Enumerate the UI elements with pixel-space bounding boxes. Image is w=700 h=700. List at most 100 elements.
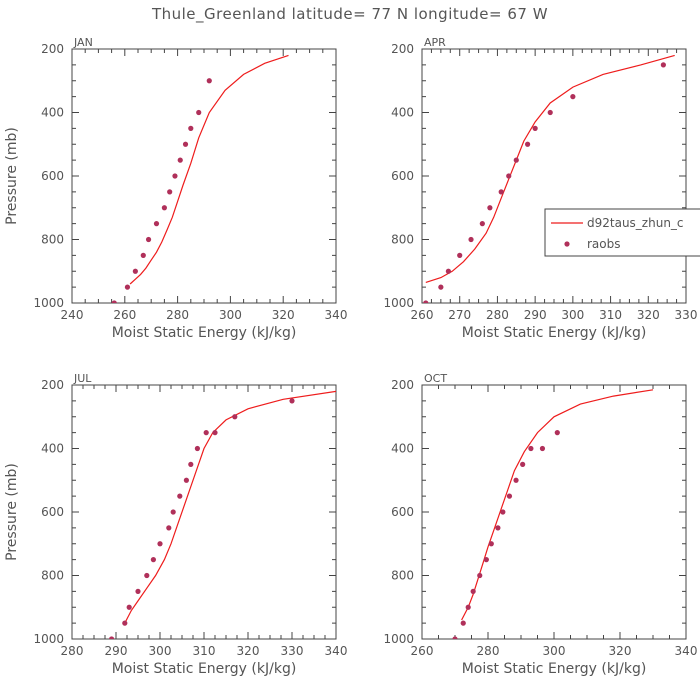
raob-point [206,78,212,84]
raob-point [182,141,189,147]
panel-title: OCT [424,372,447,385]
y-tick-label: 600 [391,505,414,519]
raob-point [513,157,519,163]
raob-point [232,414,238,420]
legend-raobs-swatch [564,241,570,247]
raob-point [203,430,209,436]
x-tick-label: 280 [166,308,189,322]
raob-point [498,189,504,195]
raob-point [483,557,489,563]
panel-jan: JAN 240 260 280 300 320 340 200 400 600 800 1000 Moi… [4,36,347,341]
raob-point [144,572,150,579]
x-tick-label: 280 [477,644,500,658]
x-tick-label: 340 [675,644,698,658]
raob-point [470,588,476,594]
x-tick-label: 320 [272,308,295,322]
raob-point [145,236,152,243]
raob-point [153,221,160,227]
figure-title: Thule_Greenland latitude= 77 N longitude… [151,5,548,24]
panel-title: JAN [73,36,93,49]
data-layer [452,389,654,639]
model-line [425,54,675,283]
raob-point [289,398,295,404]
raob-point [495,525,501,531]
raob-point [196,109,202,116]
x-tick-label: 340 [325,644,348,658]
raob-point [157,541,163,547]
raob-point [554,430,560,436]
x-tick-label: 320 [237,644,260,658]
y-tick-label: 600 [391,169,414,183]
y-tick-label: 400 [391,442,414,456]
x-axis-label: Moist Static Energy (kJ/kg) [112,325,297,341]
data-layer [423,54,675,303]
raob-point [423,300,429,303]
y-axis-label: Pressure (mb) [4,127,20,225]
y-tick-label: 800 [41,569,64,583]
raob-point [500,509,506,515]
x-tick-label: 280 [486,308,509,322]
raob-point [122,620,128,626]
raob-point [445,268,451,274]
raob-point [161,205,167,211]
x-tick-label: 310 [193,644,216,658]
x-axis-label: Moist Static Energy (kJ/kg) [462,661,647,677]
raob-point [126,604,132,610]
raob-point [468,236,474,243]
raob-point [132,268,138,274]
x-tick-label: 330 [675,308,698,322]
x-tick-label: 260 [411,644,434,658]
raob-point [513,477,519,483]
raob-point [547,109,553,116]
x-tick-label: 270 [448,308,471,322]
x-tick-label: 290 [524,308,547,322]
model-line [461,389,654,621]
panel-apr: APR 260 270 280 290 300 310 320 330 200 400 600 800 1… [383,36,697,341]
raob-point [167,189,173,195]
raob-point [660,62,666,68]
raob-point [465,604,471,610]
raob-point [525,141,531,147]
x-tick-label: 300 [149,644,172,658]
y-tick-label: 800 [41,233,64,247]
raob-point [457,252,463,258]
data-layer [109,390,336,639]
panel-jul: JUL 280 290 300 310 320 330 340 200 400 600 800 1000… [4,372,347,677]
raob-point [528,445,534,452]
panel-title: JUL [73,372,92,385]
x-axis-label: Moist Static Energy (kJ/kg) [112,661,297,677]
raob-point [177,157,183,163]
y-tick-label: 1000 [33,632,64,646]
legend-raobs-label: raobs [587,237,621,251]
model-line [124,390,336,624]
panel-title: APR [424,36,446,49]
y-tick-label: 1000 [383,296,414,310]
x-axis-label: Moist Static Energy (kJ/kg) [462,325,647,341]
raob-point [479,221,485,227]
y-tick-label: 800 [391,233,414,247]
y-tick-label: 800 [391,569,414,583]
y-tick-label: 200 [41,378,64,392]
y-tick-label: 1000 [383,632,414,646]
y-tick-label: 600 [41,169,64,183]
y-tick-label: 200 [41,42,64,56]
y-axis-label: Pressure (mb) [4,463,20,561]
raob-point [140,252,146,258]
raob-point [506,493,513,499]
raob-point [438,284,444,290]
raob-point [487,205,493,211]
x-tick-label: 300 [543,644,566,658]
raob-point [188,461,194,467]
plot-frame [71,48,337,304]
x-tick-label: 240 [61,308,84,322]
x-tick-label: 260 [113,308,136,322]
raob-point [520,461,526,467]
x-tick-label: 290 [105,644,128,658]
x-tick-label: 320 [609,644,632,658]
raob-point [539,445,546,452]
y-tick-label: 600 [41,505,64,519]
plot-frame [421,48,687,304]
x-tick-label: 260 [411,308,434,322]
